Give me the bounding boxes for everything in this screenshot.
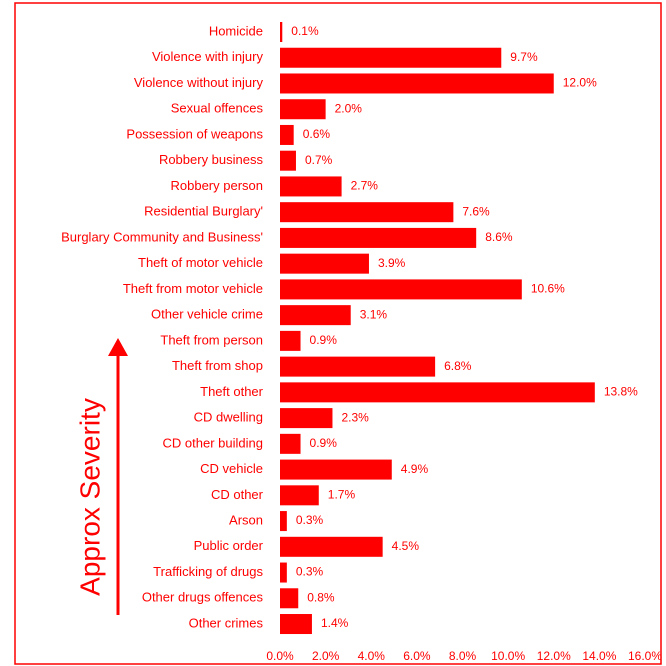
annotation: Approx Severity [74,398,105,596]
x-tick-label: 6.0% [403,649,431,663]
value-label: 0.8% [307,590,335,604]
bar [280,124,294,145]
y-tick-label: Theft from shop [172,358,263,373]
y-tick-label: Theft of motor vehicle [138,255,263,270]
bar [280,330,301,351]
x-tick-label: 4.0% [358,649,386,663]
value-label: 2.0% [335,101,363,115]
bar [280,202,454,223]
y-tick-label: Violence with injury [152,49,264,64]
value-label: 0.3% [296,513,324,527]
y-tick-label: CD other building [163,435,263,450]
value-label: 1.7% [328,487,356,501]
y-tick-label: Sexual offences [171,101,264,116]
value-label: 2.7% [351,179,379,193]
y-tick-label: Robbery business [159,152,264,167]
value-label: 3.9% [378,256,406,270]
y-tick-label: Violence without injury [134,75,264,90]
value-label: 13.8% [604,385,638,399]
y-tick-label: Homicide [209,23,263,38]
y-tick-label: Theft other [200,384,264,399]
y-tick-label: CD dwelling [194,410,263,425]
bar [280,356,436,377]
value-label: 4.9% [401,462,429,476]
bar [280,279,522,300]
bar [280,536,383,557]
y-tick-label: Trafficking of drugs [153,564,263,579]
bar [280,562,287,583]
value-label: 0.1% [291,24,319,38]
y-tick-label: Other drugs offences [142,590,264,605]
value-label: 4.5% [392,539,420,553]
y-tick-label: Possession of weapons [126,126,263,141]
y-tick-label: Public order [194,538,264,553]
x-tick-label: 12.0% [537,649,571,663]
bar [280,614,312,635]
bar [280,22,283,42]
bar [280,511,287,532]
value-label: 0.7% [305,153,333,167]
y-tick-label: CD vehicle [200,461,263,476]
y-tick-label: Theft from person [160,332,263,347]
bar [280,73,554,94]
bar [280,459,392,480]
bar [280,227,477,248]
value-label: 2.3% [341,410,369,424]
value-label: 10.6% [531,282,565,296]
y-tick-label: Burglary Community and Business' [61,229,263,244]
bar [280,485,319,506]
y-tick-label: Residential Burglary' [144,204,263,219]
x-tick-label: 14.0% [582,649,616,663]
severity-arrowhead [108,338,128,356]
y-tick-label: Robbery person [171,178,264,193]
bar [280,408,333,429]
y-tick-label: Arson [229,512,263,527]
value-label: 9.7% [510,50,538,64]
bar [280,176,342,197]
x-tick-label: 0.0% [266,649,294,663]
x-tick-label: 2.0% [312,649,340,663]
value-label: 1.4% [321,616,349,630]
x-tick-label: 8.0% [449,649,477,663]
y-tick-label: CD other [211,487,264,502]
bar [280,588,299,609]
bar [280,433,301,454]
value-label: 8.6% [485,230,513,244]
frame [14,2,662,665]
value-label: 3.1% [360,307,388,321]
value-label: 0.6% [303,127,331,141]
value-label: 7.6% [462,204,490,218]
value-label: 0.3% [296,565,324,579]
value-label: 6.8% [444,359,472,373]
y-tick-label: Other vehicle crime [151,307,263,322]
x-tick-label: 10.0% [491,649,525,663]
value-label: 0.9% [310,333,338,347]
y-tick-label: Other crimes [189,615,264,630]
bar [280,253,369,274]
bar [280,47,502,68]
bar [280,305,351,326]
bar [280,150,296,171]
value-label: 0.9% [310,436,338,450]
value-label: 12.0% [563,76,597,90]
x-tick-label: 16.0% [628,649,662,663]
bar [280,382,595,403]
y-tick-label: Theft from motor vehicle [123,281,263,296]
bar [280,99,326,120]
